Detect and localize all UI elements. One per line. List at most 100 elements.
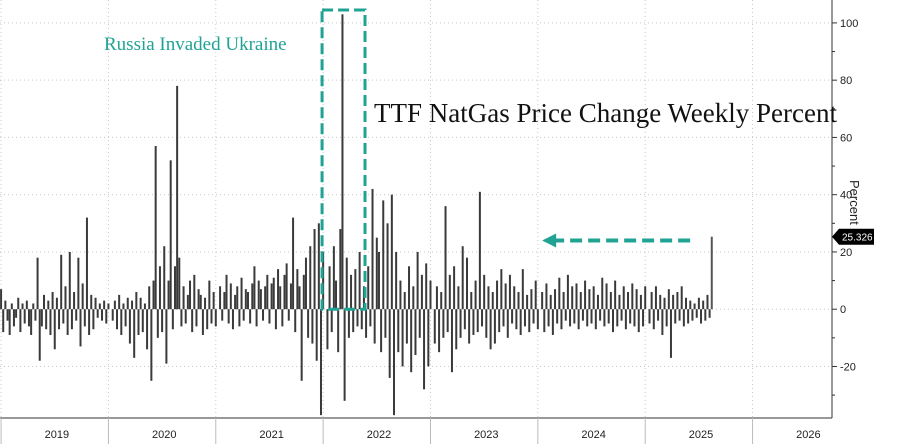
bar [577,309,580,330]
bar [173,266,176,310]
bar [556,309,559,324]
bar-series [0,14,713,416]
bar [223,292,226,310]
bar [43,294,46,310]
bar [545,283,548,310]
bar [695,309,698,318]
arrow-head [542,233,557,248]
bar [500,269,503,310]
bar [135,292,138,310]
bar [425,263,428,310]
bar [197,289,200,310]
bar [292,217,295,310]
bar [15,309,18,318]
bar [285,263,288,310]
bar [581,309,584,321]
bar [609,292,612,310]
bar [663,297,666,310]
bar [186,294,189,310]
bar [562,292,565,310]
bar [92,309,95,330]
bar [674,309,677,324]
bar [397,309,400,353]
x-tick-label: 2022 [367,429,391,441]
bar [639,294,642,310]
bar [8,309,11,335]
bar [264,286,267,310]
bar [311,309,314,344]
bar [620,309,623,321]
bar [81,283,84,310]
bar [251,283,254,310]
bar [463,309,466,330]
bar [530,289,533,310]
y-axis: 100 80 60 40 20 0 -20 [831,0,858,418]
bar [603,309,606,327]
bar [163,246,166,310]
bar [667,289,670,310]
bar [208,280,211,310]
bar [386,223,389,310]
bar [279,286,282,310]
y-tick-label: 0 [840,304,846,316]
bar [590,309,593,324]
bar [684,297,687,310]
bar [648,309,651,324]
bar [225,274,228,310]
bar [504,283,507,310]
bar [137,309,140,335]
bar [246,292,249,310]
bar [622,286,625,310]
bar [517,292,520,310]
bar [350,274,353,310]
bar [541,292,544,310]
bar [30,309,33,335]
bar [146,309,149,350]
bar [384,309,387,338]
bar [120,309,123,335]
bar [599,309,602,321]
bar [337,309,340,353]
bar [23,309,26,324]
bar [0,289,3,310]
bar [399,280,402,310]
bar [360,309,363,330]
bar [19,309,22,333]
bar [618,294,621,310]
bar [90,294,93,310]
bar [365,309,368,338]
bar [629,309,632,324]
bar [429,280,432,310]
x-tick-label: 2021 [259,429,283,441]
bar [343,309,346,401]
bar [476,309,479,333]
bar [689,300,692,310]
bar [371,188,374,310]
bar [83,309,86,327]
bar [281,309,284,327]
bar [58,309,61,330]
bar [448,274,451,310]
bar [511,309,514,324]
bar [4,300,7,310]
bar [6,309,9,321]
bar [487,286,490,310]
bar [405,309,408,344]
bar [55,297,58,310]
chart-title: TTF NatGas Price Change Weekly Percent [374,98,837,128]
bar [367,266,370,310]
bar [478,191,481,310]
bar [277,269,280,310]
bar [85,217,88,310]
bar [534,280,537,310]
bar [214,309,217,327]
bar [307,309,310,338]
bar [272,277,275,310]
bar [682,309,685,327]
bar [253,266,256,310]
bar [465,257,468,310]
bar [94,297,97,310]
bar [212,292,215,310]
bar [45,309,48,330]
bar [532,309,535,324]
